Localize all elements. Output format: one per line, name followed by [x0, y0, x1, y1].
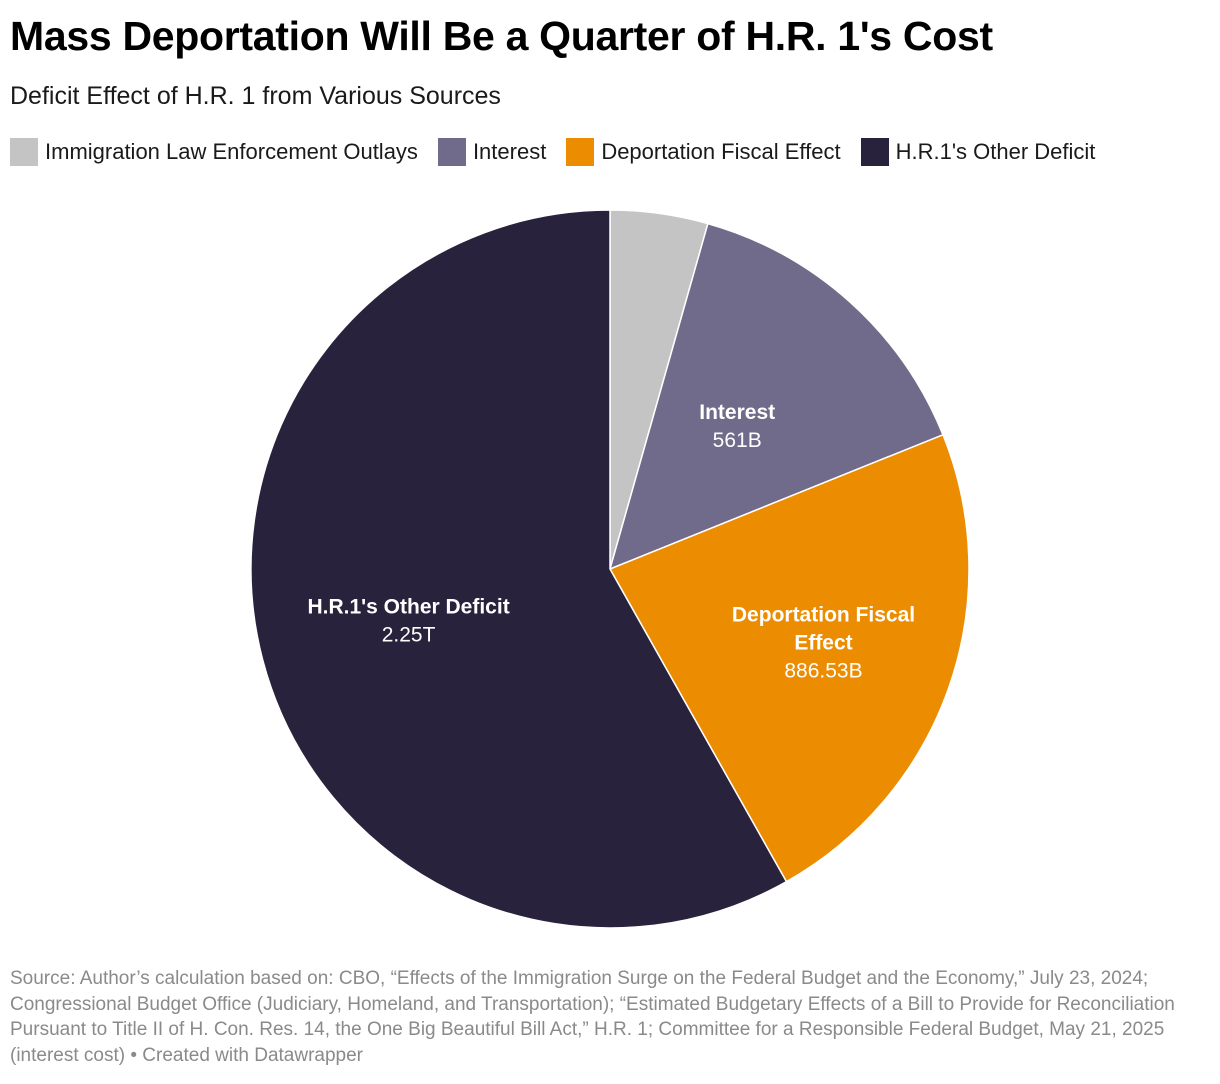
- slice-value-label: 886.53B: [784, 659, 862, 682]
- slice-name-label: Deportation Fiscal: [732, 603, 915, 626]
- legend-label: H.R.1's Other Deficit: [895, 139, 1096, 164]
- pie-chart: Interest 561B Deportation Fiscal Effect 886.…: [250, 209, 970, 929]
- chart-subtitle: Deficit Effect of H.R. 1 from Various So…: [10, 82, 501, 110]
- pie-slice-interest: [609, 222, 944, 570]
- chart-title: Mass Deportation Will Be a Quarter of H.…: [10, 13, 993, 59]
- slice-label-h-r-1-s-other-deficit: H.R.1's Other Deficit 2.25T: [307, 595, 509, 646]
- slice-value-label: 561B: [713, 429, 762, 452]
- legend-swatch: [10, 138, 38, 166]
- slice-name-label: H.R.1's Other Deficit: [307, 595, 509, 618]
- source-note: Source: Author’s calculation based on: C…: [10, 968, 1175, 1066]
- slice-label-interest: Interest 561B: [699, 401, 775, 452]
- legend-item-deportation-fiscal-effect: Deportation Fiscal Effect: [566, 138, 841, 166]
- pie-slice-h-r-1-s-other-deficit: [250, 209, 788, 929]
- slice-label-deportation-fiscal-effect: Deportation Fiscal Effect 886.53B: [732, 603, 915, 682]
- legend-label: Interest: [472, 139, 547, 164]
- legend-item-h-r-1-s-other-deficit: H.R.1's Other Deficit: [860, 138, 1096, 166]
- legend-swatch: [437, 138, 466, 166]
- legend-label: Immigration Law Enforcement Outlays: [45, 139, 418, 164]
- slice-value-label: 2.25T: [382, 623, 436, 646]
- legend-swatch: [566, 138, 595, 166]
- legend-item-immigration-law-enforcement-outlays: Immigration Law Enforcement Outlays: [10, 138, 418, 166]
- chart-legend: Immigration Law Enforcement Outlays Inter…: [10, 136, 1115, 168]
- legend-item-interest: Interest: [437, 138, 547, 166]
- pie-slice-deportation-fiscal-effect: [609, 434, 970, 883]
- slice-name-label: Effect: [794, 631, 852, 654]
- legend-label: Deportation Fiscal Effect: [601, 139, 841, 164]
- slice-name-label: Interest: [699, 401, 775, 424]
- legend-swatch: [860, 138, 889, 166]
